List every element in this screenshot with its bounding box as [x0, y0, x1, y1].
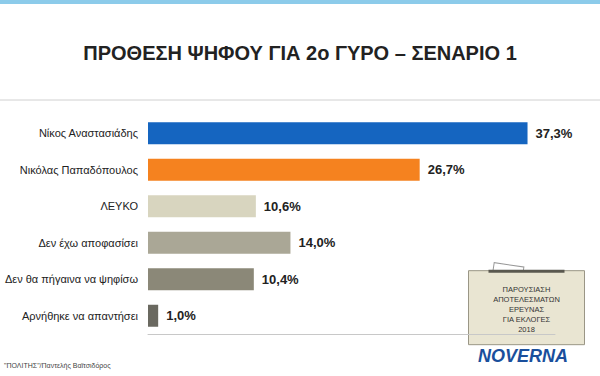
svg-text:ΠΡΟΘΕΣΗ ΨΗΦΟΥ ΓΙΑ 2ο ΓΥΡΟ – ΣΕ: ΠΡΟΘΕΣΗ ΨΗΦΟΥ ΓΙΑ 2ο ΓΥΡΟ – ΣΕΝΑΡΙΟ 1 [83, 42, 517, 64]
svg-text:1,0%: 1,0% [166, 308, 196, 323]
svg-text:"ΠΟΛΙΤΗΣ"/Παντελής Βαϊτσιδόρος: "ΠΟΛΙΤΗΣ"/Παντελής Βαϊτσιδόρος [4, 362, 111, 370]
svg-text:2018: 2018 [518, 325, 535, 334]
svg-text:ΑΠΟΤΕΛΕΣΜΑΤΩΝ: ΑΠΟΤΕΛΕΣΜΑΤΩΝ [493, 295, 560, 304]
svg-text:Αρνήθηκε να απαντήσει: Αρνήθηκε να απαντήσει [22, 310, 139, 322]
svg-text:Δεν θα πήγαινα να ψηφίσω: Δεν θα πήγαινα να ψηφίσω [5, 273, 139, 285]
svg-text:26,7%: 26,7% [428, 162, 465, 177]
svg-text:Δεν έχω αποφασίσει: Δεν έχω αποφασίσει [38, 237, 138, 249]
svg-text:37,3%: 37,3% [536, 126, 573, 141]
svg-text:10,6%: 10,6% [264, 199, 301, 214]
svg-text:ΠΑΡΟΥΣΙΑΣΗ: ΠΑΡΟΥΣΙΑΣΗ [503, 285, 551, 294]
svg-text:NOVERNA: NOVERNA [478, 346, 568, 366]
svg-text:10,4%: 10,4% [262, 272, 299, 287]
svg-text:ΕΡΕΥΝΑΣ: ΕΡΕΥΝΑΣ [509, 305, 544, 314]
svg-text:14,0%: 14,0% [298, 235, 335, 250]
svg-text:ΓΙΑ ΕΚΛΟΓΕΣ: ΓΙΑ ΕΚΛΟΓΕΣ [503, 315, 551, 324]
svg-text:Νικόλας Παπαδόπουλος: Νικόλας Παπαδόπουλος [20, 164, 138, 176]
svg-text:ΛΕΥΚΟ: ΛΕΥΚΟ [100, 200, 138, 212]
svg-text:Νίκος Αναστασιάδης: Νίκος Αναστασιάδης [39, 127, 138, 139]
